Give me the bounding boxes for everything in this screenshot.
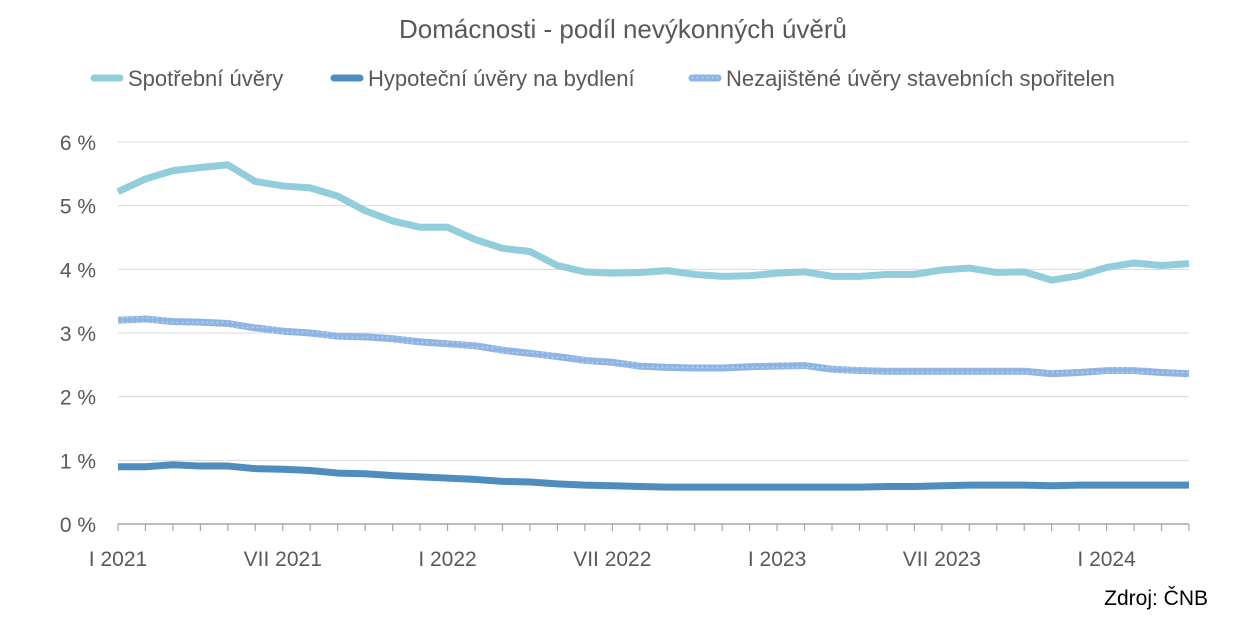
grid xyxy=(118,141,1189,461)
legend-label-hypotecni: Hypoteční úvěry na bydlení xyxy=(368,66,635,91)
x-tick-label: I 2024 xyxy=(1077,548,1136,571)
series-line-2 xyxy=(117,315,1190,378)
x-tick-label: VII 2023 xyxy=(903,548,981,571)
legend: Spotřební úvěry Hypoteční úvěry na bydle… xyxy=(90,66,1115,91)
series-layer xyxy=(116,161,1190,491)
y-tick-label: 4 % xyxy=(60,259,96,282)
x-tick-label: I 2022 xyxy=(418,548,476,571)
y-tick-label: 2 % xyxy=(60,387,96,410)
source-note: Zdroj: ČNB xyxy=(1104,587,1208,610)
x-tick-label: I 2021 xyxy=(89,548,147,571)
y-axis: 0 % 1 % 2 % 3 % 4 % 5 % 6 % xyxy=(60,132,96,537)
series-line-1 xyxy=(118,461,1189,491)
y-tick-label: 3 % xyxy=(60,323,96,346)
y-tick-label: 0 % xyxy=(60,514,96,537)
y-tick-label: 5 % xyxy=(60,196,96,219)
legend-label-spotrebni: Spotřební úvěry xyxy=(128,66,283,91)
y-tick-label: 1 % xyxy=(60,450,96,473)
series-line-0 xyxy=(116,161,1190,284)
x-tick-label: VII 2021 xyxy=(244,548,322,571)
y-tick-label: 6 % xyxy=(60,132,96,155)
x-axis: I 2021 VII 2021 I 2022 VII 2022 I 2023 VII 20… xyxy=(89,523,1190,571)
x-tick-label: VII 2022 xyxy=(573,548,651,571)
x-tick-label: I 2023 xyxy=(748,548,806,571)
legend-label-stavebni: Nezajištěné úvěry stavebních spořitelen xyxy=(726,66,1115,91)
chart-title: Domácnosti - podíl nevýkonných úvěrů xyxy=(399,14,847,44)
